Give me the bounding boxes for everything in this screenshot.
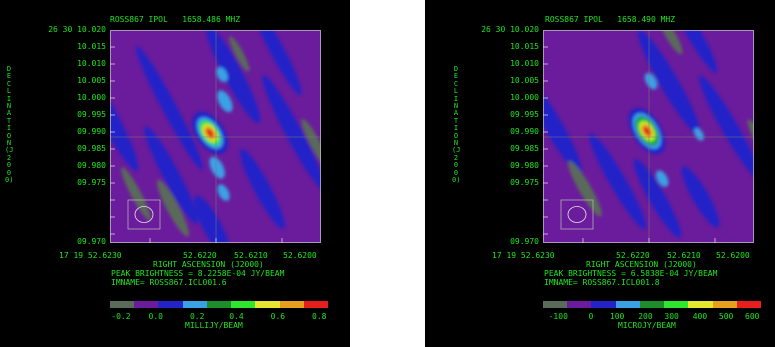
scale-tick: 0.0 [148, 312, 163, 321]
intensity-map [543, 30, 754, 243]
color-scale-ticks: -0.2 0.0 0.2 0.4 0.6 0.8 [110, 313, 328, 321]
color-scale-bar [543, 301, 761, 308]
peak-brightness: PEAK BRIGHTNESS = 6.5838E-04 JY/BEAM [544, 269, 718, 278]
scale-tick: 0.8 [312, 312, 327, 321]
dec-tick-label: 09.985 [510, 144, 539, 153]
ra-tick-label: 52.6200 [283, 251, 317, 260]
dec-tick-label: 09.995 [77, 110, 106, 119]
y-axis-label: DECLINATION (J2000) [452, 65, 461, 185]
dec-tick-label: 09.970 [77, 237, 106, 246]
dec-tick-label: 10.010 [77, 59, 106, 68]
dec-tick-label: 26 30 10.020 [481, 25, 539, 34]
dec-tick-label: 26 30 10.020 [48, 25, 106, 34]
image-panel-right: ROSS867 IPOL 1658.490 MHZ DECLINATION (J… [425, 0, 775, 347]
scale-tick: 0 [588, 312, 594, 321]
image-name: IMNAME= ROSS867.ICL001.6 [111, 278, 227, 287]
ra-tick-label: 17 19 52.6230 [492, 251, 555, 260]
scale-tick: 400 [692, 312, 708, 321]
scale-tick: 0.4 [229, 312, 244, 321]
intensity-map [110, 30, 321, 243]
dec-tick-label: 09.975 [510, 178, 539, 187]
dec-tick-label: 09.970 [510, 237, 539, 246]
dec-tick-label: 09.980 [510, 161, 539, 170]
image-panel-left: ROSS867 IPOL 1658.486 MHZ DECLINATION (J… [0, 0, 350, 347]
dec-tick-label: 09.990 [510, 127, 539, 136]
scale-tick: 0.6 [270, 312, 286, 321]
beam-ellipse [567, 206, 587, 223]
dec-tick-label: 09.990 [77, 127, 106, 136]
beam-box [560, 199, 594, 230]
scale-tick: 600 [745, 312, 760, 321]
image-name: IMNAME= ROSS867.ICL001.8 [544, 278, 660, 287]
panel-title: ROSS867 IPOL 1658.490 MHZ [545, 15, 676, 24]
dec-tick-label: 10.010 [510, 59, 539, 68]
panel-title: ROSS867 IPOL 1658.486 MHZ [110, 15, 241, 24]
y-axis-label: DECLINATION (J2000) [5, 65, 14, 185]
ra-tick-label: 52.6220 [183, 251, 217, 260]
x-axis-label: RIGHT ASCENSION (J2000) [586, 260, 697, 269]
scale-tick: -0.2 [111, 312, 131, 321]
ra-tick-label: 52.6200 [716, 251, 750, 260]
dec-tick-label: 10.000 [510, 93, 539, 102]
color-scale-ticks: -100 0 100 200 300 400 500 600 [543, 313, 761, 321]
ra-tick-label: 52.6210 [667, 251, 701, 260]
x-axis-label: RIGHT ASCENSION (J2000) [153, 260, 264, 269]
dec-tick-label: 10.005 [77, 76, 106, 85]
scale-unit: MICROJY/BEAM [618, 321, 676, 330]
beam-box [127, 199, 161, 230]
dec-tick-label: 10.015 [510, 42, 539, 51]
dec-tick-label: 09.980 [77, 161, 106, 170]
scale-tick: 300 [664, 312, 679, 321]
scale-tick: 100 [609, 312, 625, 321]
peak-brightness: PEAK BRIGHTNESS = 8.2258E-04 JY/BEAM [111, 269, 285, 278]
dec-tick-label: 09.995 [510, 110, 539, 119]
dec-tick-label: 10.000 [77, 93, 106, 102]
scale-tick: 0.2 [189, 312, 205, 321]
dec-tick-label: 09.975 [77, 178, 106, 187]
color-scale-bar [110, 301, 328, 308]
dec-tick-label: 09.985 [77, 144, 106, 153]
scale-tick: 500 [718, 312, 734, 321]
dec-tick-label: 10.015 [77, 42, 106, 51]
ra-tick-label: 52.6210 [234, 251, 268, 260]
scale-tick: 200 [638, 312, 653, 321]
beam-ellipse [134, 206, 154, 223]
dec-tick-label: 10.005 [510, 76, 539, 85]
scale-unit: MILLIJY/BEAM [185, 321, 243, 330]
scale-tick: -100 [548, 312, 568, 321]
ra-tick-label: 52.6220 [616, 251, 650, 260]
ra-tick-label: 17 19 52.6230 [59, 251, 122, 260]
